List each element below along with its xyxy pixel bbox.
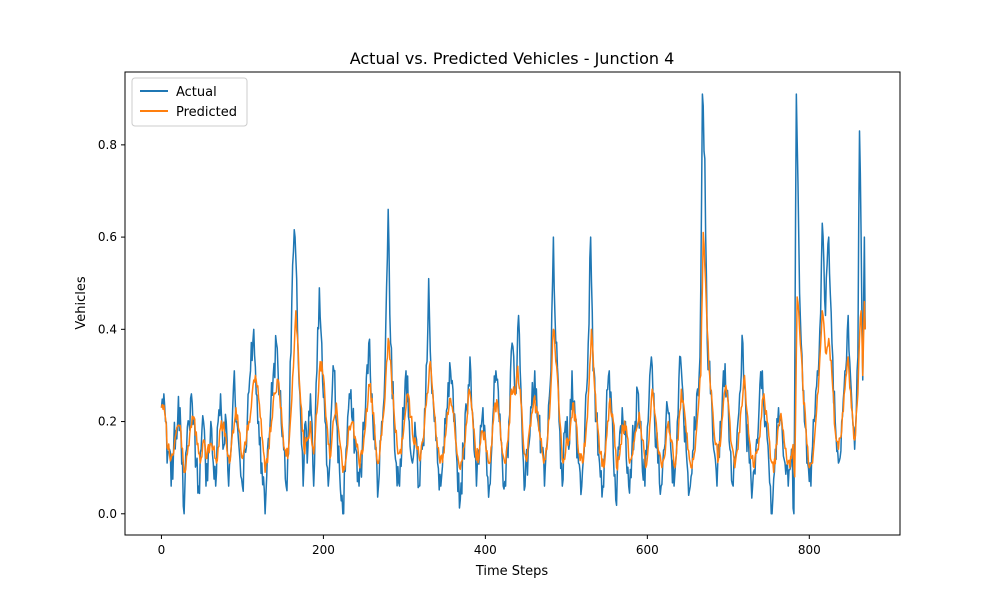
y-tick-label: 0.2 — [98, 415, 117, 429]
y-axis: 0.0 0.2 0.4 0.6 0.8 — [98, 138, 125, 521]
x-axis: 0 200 400 600 800 — [158, 535, 821, 557]
x-tick-label: 200 — [312, 543, 335, 557]
chart-title: Actual vs. Predicted Vehicles - Junction… — [350, 49, 675, 68]
series-line-predicted — [160, 231, 866, 478]
y-tick-label: 0.6 — [98, 230, 117, 244]
plot-lines — [160, 93, 866, 515]
y-tick-label: 0.8 — [98, 138, 117, 152]
legend-predicted-label: Predicted — [176, 105, 237, 120]
y-tick-label: 0.0 — [98, 507, 117, 521]
y-axis-label: Vehicles — [74, 276, 89, 329]
y-tick-label: 0.4 — [98, 322, 117, 336]
x-tick-label: 0 — [158, 543, 166, 557]
x-axis-label: Time Steps — [475, 564, 549, 579]
legend: Actual Predicted — [131, 77, 248, 127]
plot-frame — [124, 71, 901, 536]
legend-actual-label: Actual — [176, 85, 217, 100]
x-tick-label: 600 — [636, 543, 659, 557]
x-tick-label: 800 — [798, 543, 821, 557]
x-tick-label: 400 — [474, 543, 497, 557]
